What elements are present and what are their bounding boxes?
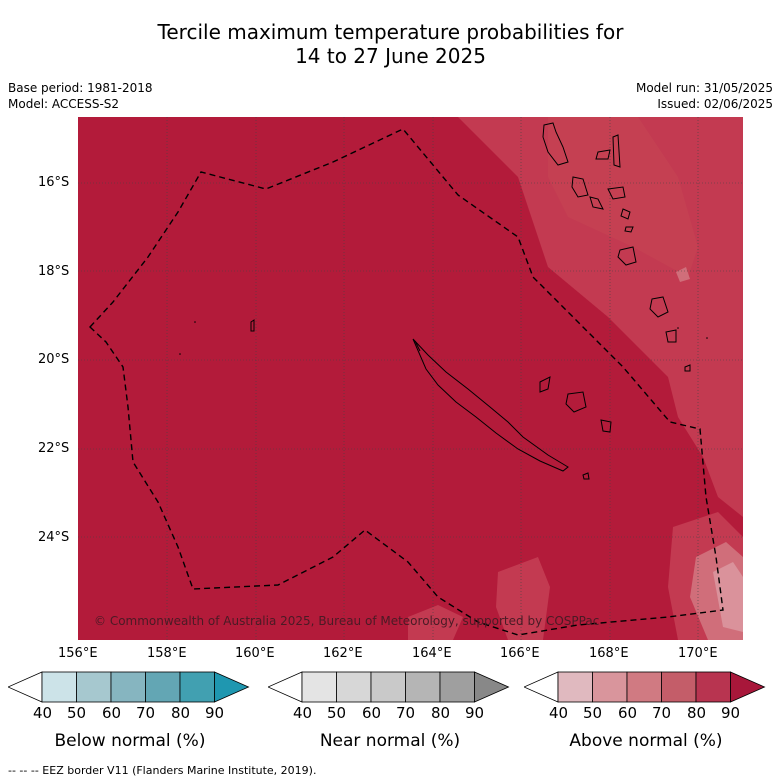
- below-tick-70: 70: [136, 704, 156, 722]
- near-colorbar-segment-4: [405, 671, 441, 703]
- model-run: Model run: 31/05/2025: [635, 81, 773, 95]
- zone-patch-60: [676, 267, 690, 282]
- lon-tick-162e: 162°E: [323, 646, 363, 661]
- near-tick-50: 50: [327, 704, 347, 722]
- zone-southeast-50: [713, 562, 743, 632]
- walpole-coast: [582, 472, 590, 480]
- lifou-coast: [565, 391, 587, 413]
- tanna-coast: [649, 296, 669, 318]
- above-tick-80: 80: [687, 704, 707, 722]
- chesterfield-islet-coast: [250, 319, 255, 332]
- above-colorbar-high-extension: [730, 671, 766, 703]
- erromango-coast: [617, 246, 637, 266]
- lon-tick-160e: 160°E: [235, 646, 275, 661]
- colorbar-above-normal: [524, 671, 766, 703]
- lon-tick-156e: 156°E: [58, 646, 98, 661]
- lat-tick-24s: 24°S: [38, 530, 70, 545]
- lat-tick-16s: 16°S: [38, 175, 70, 190]
- near-colorbar-segment-2: [336, 671, 372, 703]
- model-name: Model: ACCESS-S2: [8, 97, 120, 111]
- below-colorbar-high-extension: [214, 671, 250, 703]
- matthew-island-coast: [684, 364, 691, 372]
- shepherd-islands-coast: [620, 208, 631, 220]
- colorbar-near-normal: [268, 671, 510, 703]
- above-tick-40: 40: [549, 704, 569, 722]
- eez-footnote: -- -- -- EEZ border V11 (Flanders Marine…: [8, 764, 317, 777]
- efate-coast: [624, 226, 634, 233]
- above-colorbar-segment-3: [626, 671, 662, 703]
- zone-south-70: [496, 557, 550, 640]
- below-colorbar-segment-1: [41, 671, 77, 703]
- lon-tick-168e: 168°E: [589, 646, 629, 661]
- below-colorbar-segment-3: [110, 671, 146, 703]
- lat-tick-18s: 18°S: [38, 264, 70, 279]
- espiritu-santo-coast: [542, 122, 569, 166]
- near-tick-90: 90: [465, 704, 485, 722]
- base-period: Base period: 1981-2018: [8, 81, 153, 95]
- islet-dot-2: [179, 353, 181, 355]
- near-colorbar-segment-3: [370, 671, 406, 703]
- new-caledonia-coast: [412, 338, 569, 472]
- epi-coast: [589, 196, 604, 210]
- near-colorbar-segment-1: [301, 671, 337, 703]
- below-colorbar-segment-2: [76, 671, 112, 703]
- map-gridlines: [78, 117, 743, 640]
- lon-tick-164e: 164°E: [412, 646, 452, 661]
- lon-tick-158e: 158°E: [147, 646, 187, 661]
- above-tick-50: 50: [583, 704, 603, 722]
- below-tick-60: 60: [102, 704, 122, 722]
- lon-tick-170e: 170°E: [678, 646, 718, 661]
- below-colorbar-segment-4: [145, 671, 181, 703]
- above-normal-ticks: 40 50 60 70 80 90: [524, 704, 768, 726]
- above-colorbar-segment-2: [592, 671, 628, 703]
- malekula-coast: [571, 176, 589, 198]
- below-tick-50: 50: [67, 704, 87, 722]
- below-colorbar-segment-5: [179, 671, 215, 703]
- belep-islands-coast: [414, 340, 421, 352]
- ouvea-coast: [539, 376, 551, 393]
- map-title-line2: 14 to 27 June 2025: [295, 44, 486, 68]
- above-tick-60: 60: [618, 704, 638, 722]
- aneityum-coast: [665, 329, 677, 343]
- near-tick-80: 80: [431, 704, 451, 722]
- near-tick-70: 70: [396, 704, 416, 722]
- lat-tick-20s: 20°S: [38, 352, 70, 367]
- below-colorbar-low-extension: [8, 671, 43, 703]
- islet-dot-3: [677, 327, 679, 329]
- above-tick-70: 70: [652, 704, 672, 722]
- maewo-coast: [595, 149, 611, 160]
- below-tick-80: 80: [171, 704, 191, 722]
- below-tick-90: 90: [205, 704, 225, 722]
- islet-dot-4: [706, 337, 708, 339]
- above-normal-label: Above normal (%): [569, 731, 723, 751]
- map-panel: © Commonwealth of Australia 2025, Bureau…: [78, 117, 743, 640]
- above-colorbar-segment-5: [695, 671, 731, 703]
- lon-tick-166e: 166°E: [500, 646, 540, 661]
- near-colorbar-low-extension: [268, 671, 303, 703]
- above-colorbar-low-extension: [524, 671, 559, 703]
- below-normal-label: Below normal (%): [54, 731, 206, 751]
- above-colorbar-segment-4: [661, 671, 697, 703]
- near-tick-60: 60: [362, 704, 382, 722]
- zone-south-small-70: [408, 605, 463, 640]
- map-title-line1: Tercile maximum temperature probabilitie…: [157, 20, 624, 44]
- near-colorbar-high-extension: [474, 671, 510, 703]
- issued-date: Issued: 02/06/2025: [657, 97, 773, 111]
- above-tick-90: 90: [721, 704, 741, 722]
- islet-dot-1: [194, 321, 196, 323]
- near-tick-40: 40: [293, 704, 313, 722]
- below-tick-40: 40: [33, 704, 53, 722]
- pentecost-coast: [612, 134, 621, 168]
- near-colorbar-segment-5: [439, 671, 475, 703]
- eez-border: [89, 128, 724, 636]
- colorbar-below-normal: [8, 671, 250, 703]
- mare-coast: [600, 419, 612, 433]
- ambrym-coast: [607, 186, 626, 200]
- near-normal-label: Near normal (%): [319, 731, 461, 751]
- map-credit: © Commonwealth of Australia 2025, Bureau…: [94, 614, 599, 628]
- near-normal-ticks: 40 50 60 70 80 90: [268, 704, 512, 726]
- lat-tick-22s: 22°S: [38, 441, 70, 456]
- above-colorbar-segment-1: [557, 671, 593, 703]
- below-normal-ticks: 40 50 60 70 80 90: [8, 704, 252, 726]
